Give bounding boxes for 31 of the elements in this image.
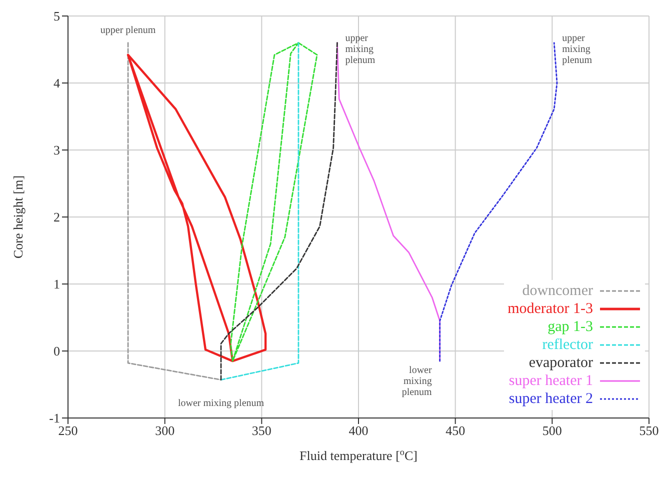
legend-label: super heater 1 — [508, 372, 593, 390]
line-series — [230, 42, 318, 362]
y-tick-label: 5 — [54, 8, 60, 24]
legend-label: super heater 2 — [508, 390, 593, 408]
legend-label: evaporator — [528, 354, 593, 372]
y-tick-label: 3 — [54, 142, 60, 158]
y-tick-label: 4 — [54, 76, 60, 91]
x-tick-label: 250 — [58, 423, 78, 438]
y-tick-label: 0 — [54, 344, 60, 359]
legend-label: gap 1-3 — [548, 318, 593, 336]
x-tick-label: 450 — [446, 423, 466, 438]
x-tick-label: 500 — [542, 423, 562, 438]
x-tick-label: 550 — [639, 423, 659, 438]
x-tick-label: 300 — [155, 423, 175, 438]
y-tick-label: -1 — [49, 410, 60, 426]
annotation: lower mixing plenum — [402, 365, 432, 398]
x-axis-title: Fluid temperature [$^{o}$C] — [300, 447, 418, 463]
x-tick-label: 350 — [252, 423, 272, 438]
y-axis-title: Core height [m] — [10, 175, 26, 259]
y-tick-label: 1 — [54, 276, 60, 292]
legend-label: reflector — [542, 336, 593, 354]
annotation: lower mixing plenum — [178, 398, 264, 409]
annotation: upper mixing plenum — [345, 32, 376, 66]
annotation: upper plenum — [100, 24, 156, 36]
line-series — [126, 54, 267, 362]
y-tick-label: 2 — [54, 210, 60, 225]
annotation: upper mixing plenum — [562, 32, 592, 66]
legend-label: moderator 1-3 — [508, 300, 593, 318]
line-series — [220, 42, 338, 381]
legend-label: downcomer — [522, 282, 593, 300]
x-tick-label: 400 — [348, 423, 368, 438]
